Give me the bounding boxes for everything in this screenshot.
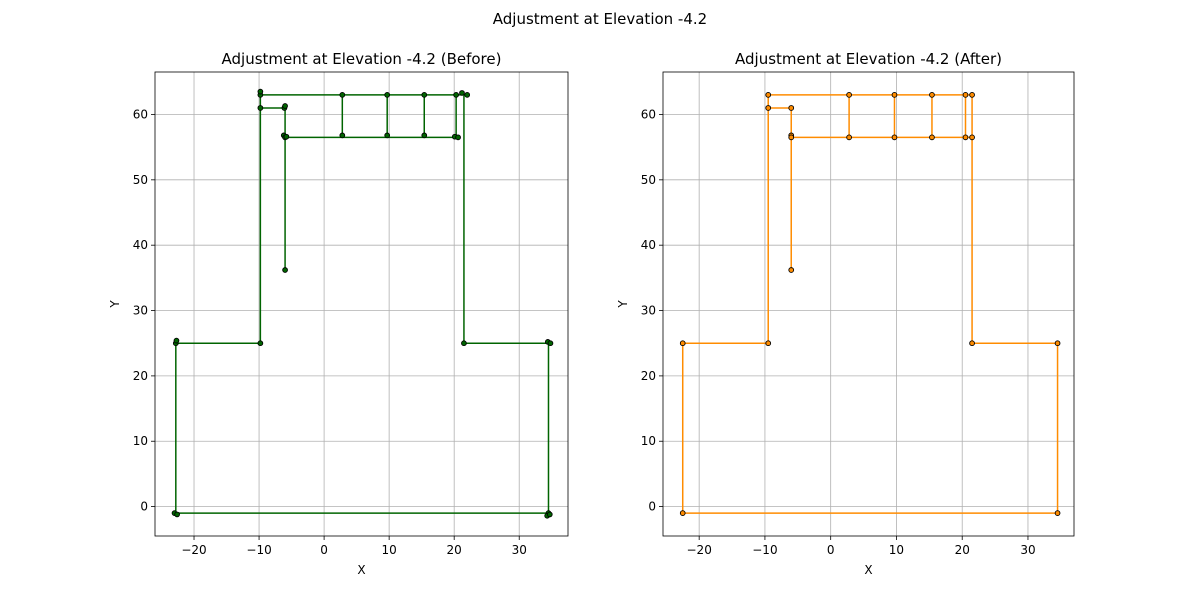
x-tick-label: −20: [687, 543, 712, 557]
y-tick-label: 20: [641, 369, 656, 383]
series-points: [679, 92, 1061, 516]
x-tick-label: 0: [827, 543, 835, 557]
vertex-point: [1054, 340, 1061, 347]
plot-area: [663, 72, 1074, 536]
vertex-point: [891, 134, 898, 141]
vertex-point: [679, 340, 686, 347]
vertex-point: [257, 88, 264, 95]
y-ticks: 0 10 20 30 40 50 60: [133, 107, 155, 514]
vertex-point: [257, 340, 264, 347]
vertex-point: [962, 134, 969, 141]
y-axis-label: Y: [108, 300, 122, 309]
y-tick-label: 40: [133, 238, 148, 252]
vertex-point: [1054, 510, 1061, 516]
x-tick-label: −10: [752, 543, 777, 557]
figure-suptitle: Adjustment at Elevation -4.2: [493, 10, 707, 28]
x-tick-label: 20: [955, 543, 970, 557]
vertex-point: [788, 267, 795, 273]
vertex-point: [929, 92, 935, 98]
y-tick-label: 20: [133, 369, 148, 383]
y-tick-label: 0: [140, 500, 148, 514]
x-ticks: −20 −10 0 10 20 30: [181, 536, 527, 557]
series-lines: [681, 94, 1059, 514]
y-tick-label: 50: [133, 173, 148, 187]
vertex-point: [384, 92, 391, 98]
x-tick-label: 30: [1020, 543, 1035, 557]
y-tick-label: 40: [641, 238, 656, 252]
x-tick-label: 10: [889, 543, 904, 557]
vertex-point: [173, 337, 180, 344]
grid: [155, 72, 568, 536]
x-axis-label: X: [864, 563, 872, 577]
y-axis-label: Y: [616, 300, 630, 309]
axes-before: −20 −10 0 10 20 30 0 10 20 30 40 50 60 Adjustment at …: [108, 50, 569, 577]
x-tick-label: 10: [382, 543, 397, 557]
grid: [663, 72, 1074, 536]
x-tick-label: 0: [320, 543, 328, 557]
vertex-point: [891, 92, 898, 98]
series-lines: [175, 94, 550, 514]
vertex-point: [339, 92, 346, 98]
vertex-point: [464, 92, 471, 98]
axes-frame: [154, 71, 569, 537]
vertex-point: [546, 511, 553, 518]
vertex-point: [384, 132, 391, 139]
vertex-point: [765, 105, 772, 111]
vertex-point: [282, 103, 288, 109]
series-points: [171, 88, 554, 519]
vertex-point: [453, 92, 459, 98]
x-tick-label: −10: [246, 543, 271, 557]
x-axis-label: X: [357, 563, 365, 577]
y-tick-label: 60: [641, 107, 656, 121]
vertex-point: [421, 132, 428, 139]
vertex-point: [846, 92, 852, 98]
y-tick-label: 0: [648, 500, 656, 514]
axes-title: Adjustment at Elevation -4.2 (After): [735, 50, 1002, 68]
y-tick-label: 10: [133, 434, 148, 448]
vertex-point: [459, 90, 465, 96]
vertex-point: [283, 133, 290, 140]
y-ticks: 0 10 20 30 40 50 60: [641, 107, 663, 514]
vertex-point: [174, 511, 180, 518]
y-tick-label: 10: [641, 434, 656, 448]
y-tick-label: 30: [133, 304, 148, 318]
y-tick-label: 50: [641, 173, 656, 187]
y-tick-label: 60: [133, 107, 148, 121]
y-tick-label: 30: [641, 304, 656, 318]
x-tick-label: −20: [181, 543, 206, 557]
vertex-point: [765, 92, 772, 98]
vertex-point: [679, 510, 686, 516]
vertex-point: [846, 134, 852, 141]
vertex-point: [461, 340, 467, 347]
plot-area: [155, 72, 568, 536]
vertex-point: [969, 340, 975, 347]
vertex-point: [969, 92, 975, 98]
axes-frame: [662, 71, 1075, 537]
vertex-point: [339, 132, 346, 139]
vertex-point: [455, 134, 461, 141]
vertex-point: [788, 134, 795, 141]
vertex-point: [969, 134, 975, 141]
vertex-point: [257, 105, 264, 111]
vertex-point: [962, 92, 969, 98]
vertex-point: [547, 340, 554, 347]
x-tick-label: 30: [512, 543, 527, 557]
axes-after: −20 −10 0 10 20 30 0 10 20 30 40 50 60 Adjustment at …: [616, 50, 1075, 577]
vertex-point: [929, 134, 935, 141]
x-tick-label: 20: [447, 543, 462, 557]
x-ticks: −20 −10 0 10 20 30: [687, 536, 1036, 557]
vertex-point: [788, 105, 795, 111]
vertex-point: [421, 92, 428, 98]
vertex-point: [765, 340, 772, 347]
vertex-point: [282, 267, 288, 273]
axes-title: Adjustment at Elevation -4.2 (Before): [222, 50, 502, 68]
